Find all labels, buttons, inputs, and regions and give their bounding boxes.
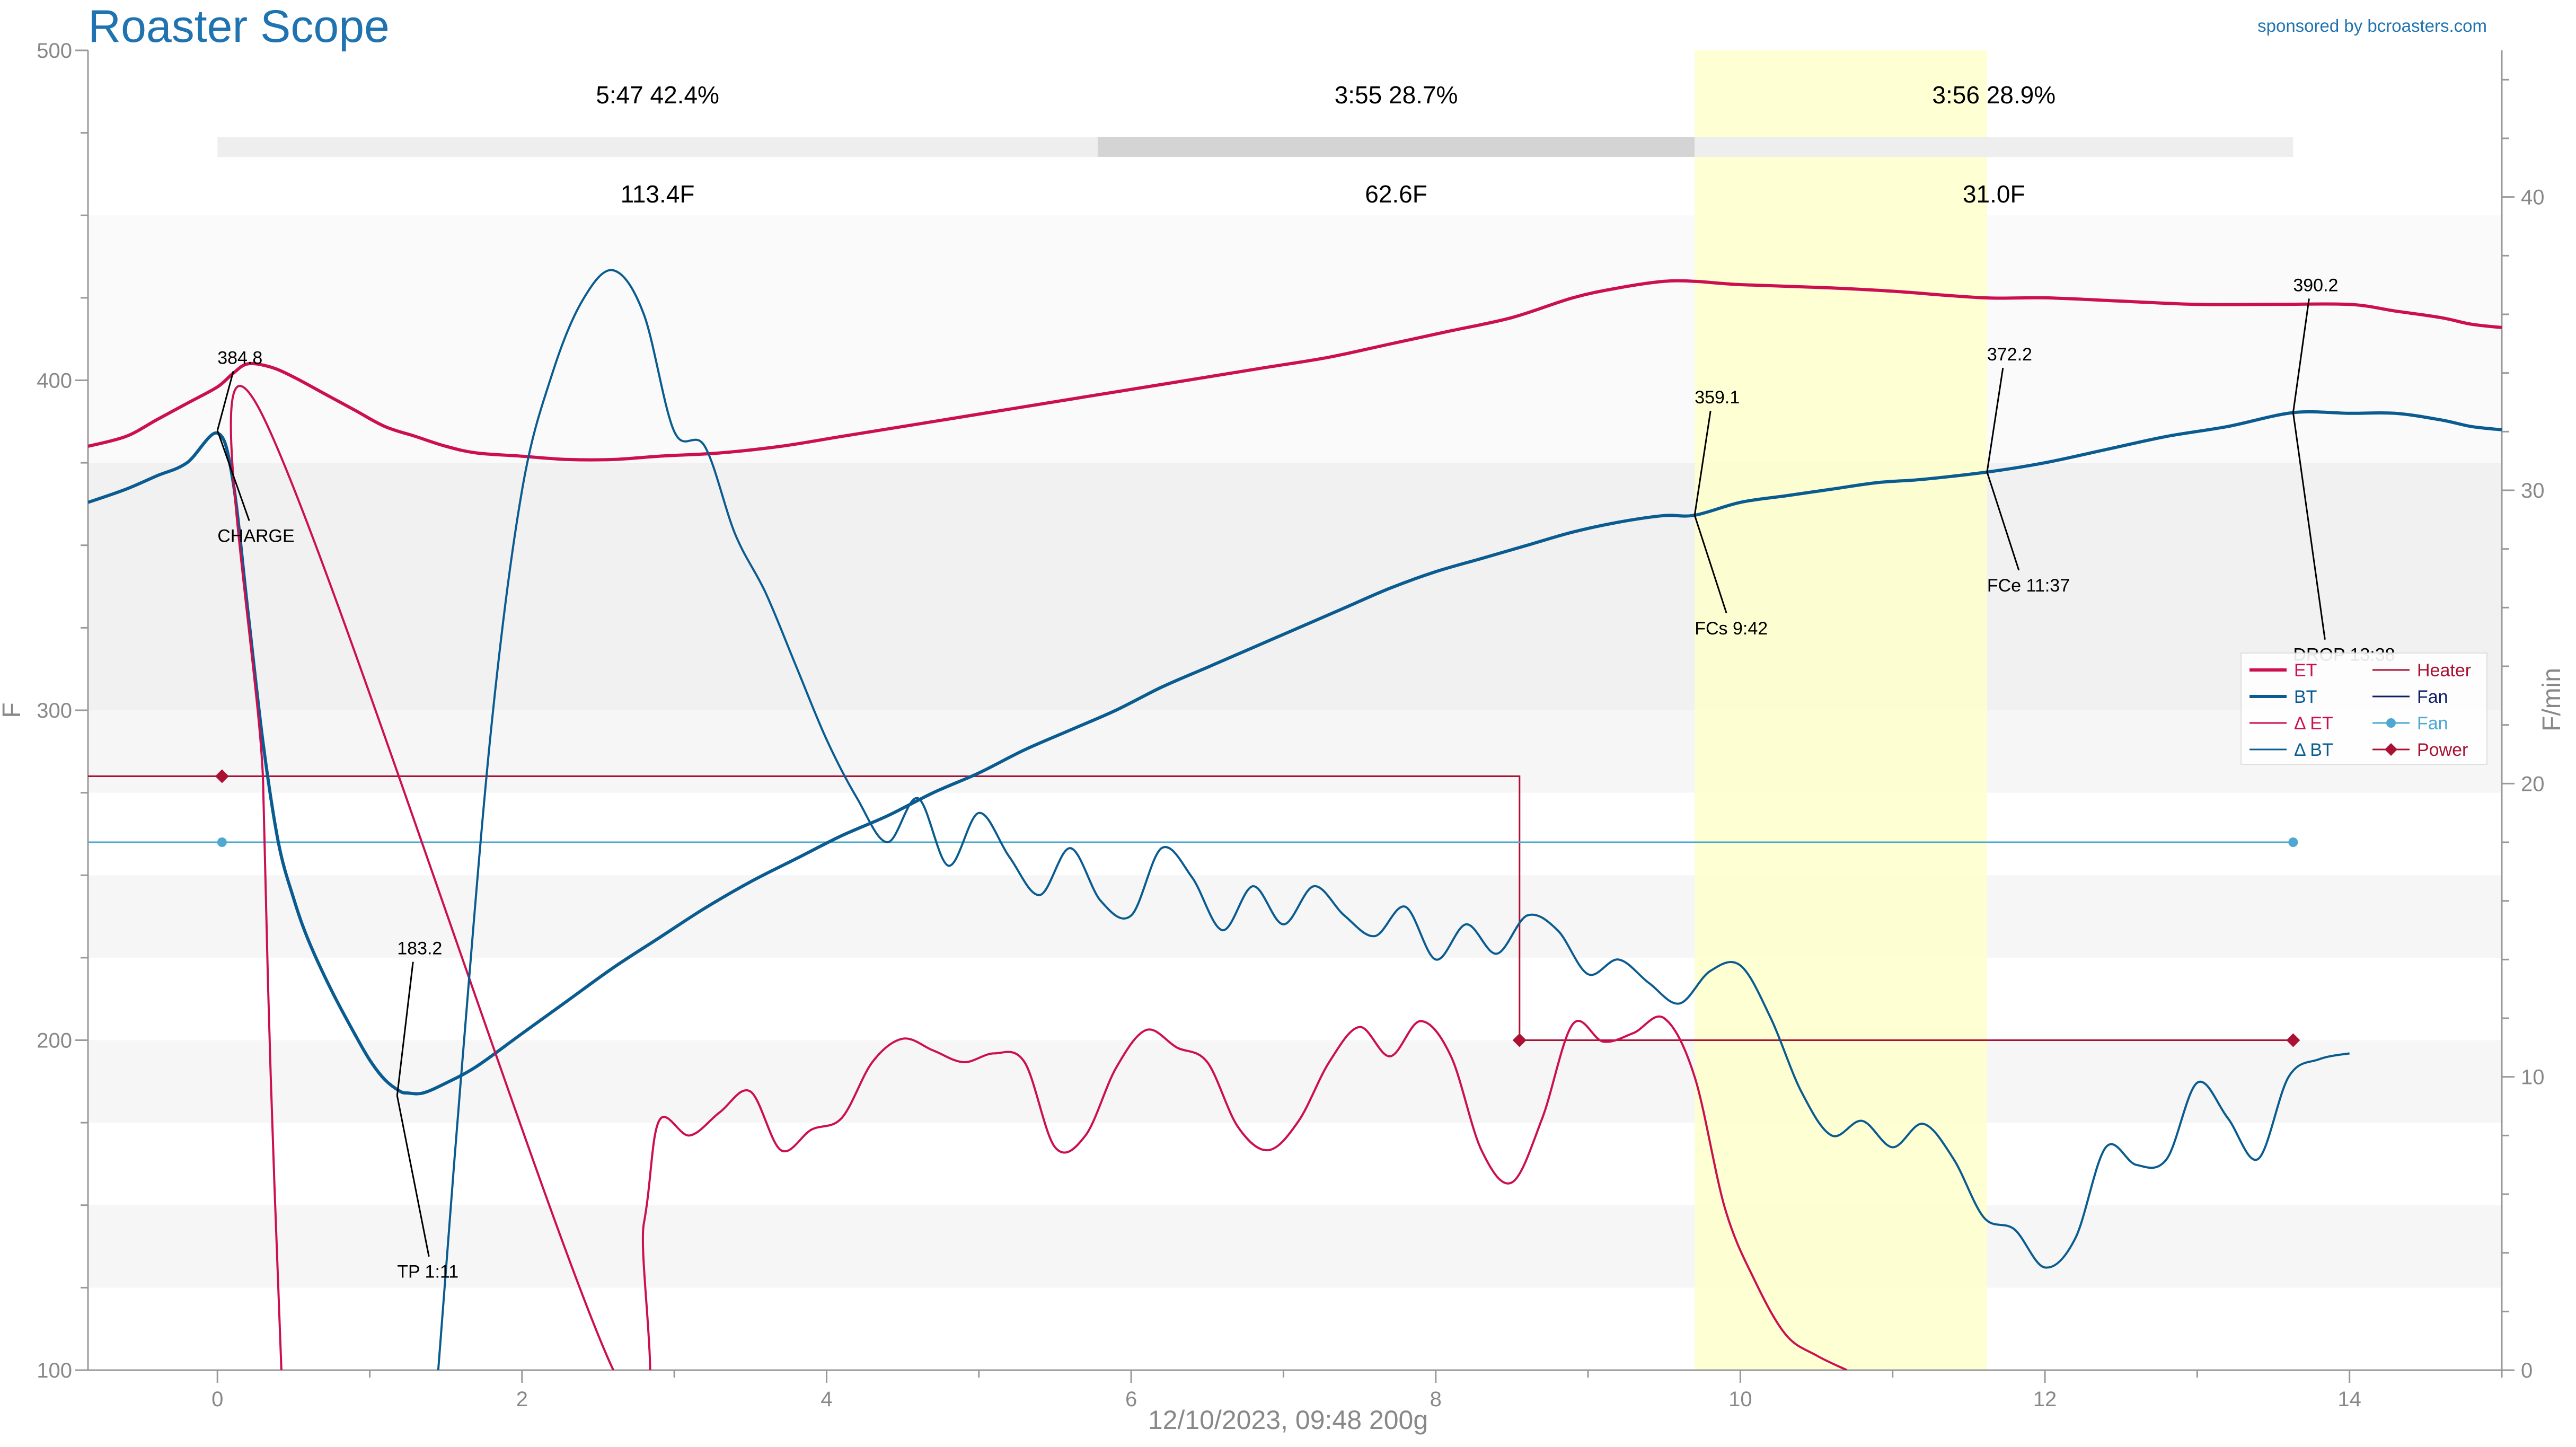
x-tick-label: 12 xyxy=(2033,1388,2057,1411)
annotation-label-tp: TP 1:11 xyxy=(397,1262,458,1282)
annotation-leader xyxy=(216,430,250,522)
background-band xyxy=(88,875,2502,958)
series-line-bt xyxy=(88,410,2502,1096)
x-tick-label: 0 xyxy=(211,1388,223,1411)
legend-marker xyxy=(2385,743,2397,756)
x-tick-label: 6 xyxy=(1125,1388,1137,1411)
annotation-label-charge: CHARGE xyxy=(217,526,294,546)
y-left-axis-title: F xyxy=(0,702,26,718)
x-tick-label: 10 xyxy=(1728,1388,1752,1411)
background-band xyxy=(88,957,2502,1040)
background-band xyxy=(88,1040,2502,1123)
phase-bar xyxy=(1695,137,2293,157)
annotation-leader xyxy=(396,1095,430,1257)
y-right-tick-label: 0 xyxy=(2521,1359,2533,1382)
x-tick-label: 4 xyxy=(821,1388,832,1411)
phase-time-label: 3:55 28.7% xyxy=(1335,81,1458,109)
app-title: Roaster Scope xyxy=(88,1,390,52)
phase-delta-label: 31.0F xyxy=(1963,180,2025,208)
legend-label: Power xyxy=(2417,740,2468,760)
series-line-bt xyxy=(437,269,2350,1370)
legend-label: BT xyxy=(2294,687,2317,707)
annotation-label-fce: FCe 11:37 xyxy=(1987,576,2070,596)
sponsor-link[interactable]: sponsored by bcroasters.com xyxy=(2257,16,2487,36)
background-band xyxy=(88,1287,2502,1370)
power-marker xyxy=(215,769,229,783)
legend-label: Δ ET xyxy=(2294,713,2333,734)
phase-bar xyxy=(1097,137,1695,157)
legend-label: Δ BT xyxy=(2294,740,2333,760)
annotation-value-tp: 183.2 xyxy=(397,939,442,959)
background-band xyxy=(88,792,2502,876)
annotation-label-fcs: FCs 9:42 xyxy=(1695,619,1768,639)
phase-delta-label: 62.6F xyxy=(1365,180,1427,208)
y-left-tick-label: 100 xyxy=(37,1359,72,1382)
background-band xyxy=(88,215,2502,298)
annotation-value-fce: 372.2 xyxy=(1987,345,2032,365)
background-band xyxy=(88,545,2502,628)
legend-label: Heater xyxy=(2417,660,2471,681)
power-marker xyxy=(1512,1033,1527,1047)
x-tick-label: 8 xyxy=(1430,1388,1442,1411)
y-right-axis-title: F/min xyxy=(2538,668,2566,731)
background-band xyxy=(88,1123,2502,1205)
annotation-value-charge: 384.8 xyxy=(217,348,262,368)
y-left-tick-label: 300 xyxy=(37,699,72,722)
series-line-et xyxy=(230,385,1848,1370)
legend-label: Fan xyxy=(2417,713,2448,734)
background-band xyxy=(88,628,2502,710)
y-left-tick-label: 200 xyxy=(37,1029,72,1053)
x-tick-label: 14 xyxy=(2337,1388,2361,1411)
background-band xyxy=(88,380,2502,463)
legend-label: Fan xyxy=(2417,687,2448,707)
roast-footer: 12/10/2023, 09:48 200g xyxy=(1148,1405,1428,1435)
annotation-leader xyxy=(216,370,234,431)
y-right-tick-label: 40 xyxy=(2521,186,2545,209)
annotation-leader xyxy=(2292,298,2310,413)
legend-label: ET xyxy=(2294,660,2317,681)
annotation-leader xyxy=(1986,367,2004,472)
annotation-value-drop: 390.2 xyxy=(2293,275,2338,295)
first-crack-band xyxy=(1695,50,1987,1370)
y-left-tick-label: 500 xyxy=(37,39,72,63)
series-line-et xyxy=(88,279,2502,462)
annotation-leader xyxy=(1693,410,1712,516)
y-right-tick-label: 20 xyxy=(2521,772,2545,796)
annotation-leader xyxy=(1986,472,2020,571)
background-band xyxy=(88,710,2502,793)
phase-delta-label: 113.4F xyxy=(621,180,695,208)
annotation-value-fcs: 359.1 xyxy=(1695,387,1740,408)
background-band xyxy=(88,1205,2502,1288)
x-tick-label: 2 xyxy=(516,1388,528,1411)
y-left-tick-label: 400 xyxy=(37,369,72,393)
phase-time-label: 5:47 42.4% xyxy=(596,81,719,109)
annotation-leader xyxy=(2292,412,2326,640)
phase-bar xyxy=(217,137,1098,157)
heater-series-line xyxy=(88,775,2293,1041)
y-right-tick-label: 10 xyxy=(2521,1066,2545,1089)
y-right-tick-label: 30 xyxy=(2521,479,2545,502)
fan-marker xyxy=(2288,837,2298,847)
background-band xyxy=(88,463,2502,545)
phase-time-label: 3:56 28.9% xyxy=(1932,81,2055,109)
annotation-leader xyxy=(396,961,414,1096)
annotation-leader xyxy=(1693,515,1727,614)
background-band xyxy=(88,297,2502,381)
legend-marker xyxy=(2386,718,2396,728)
fan-marker xyxy=(217,837,227,847)
power-marker xyxy=(2286,1033,2300,1047)
